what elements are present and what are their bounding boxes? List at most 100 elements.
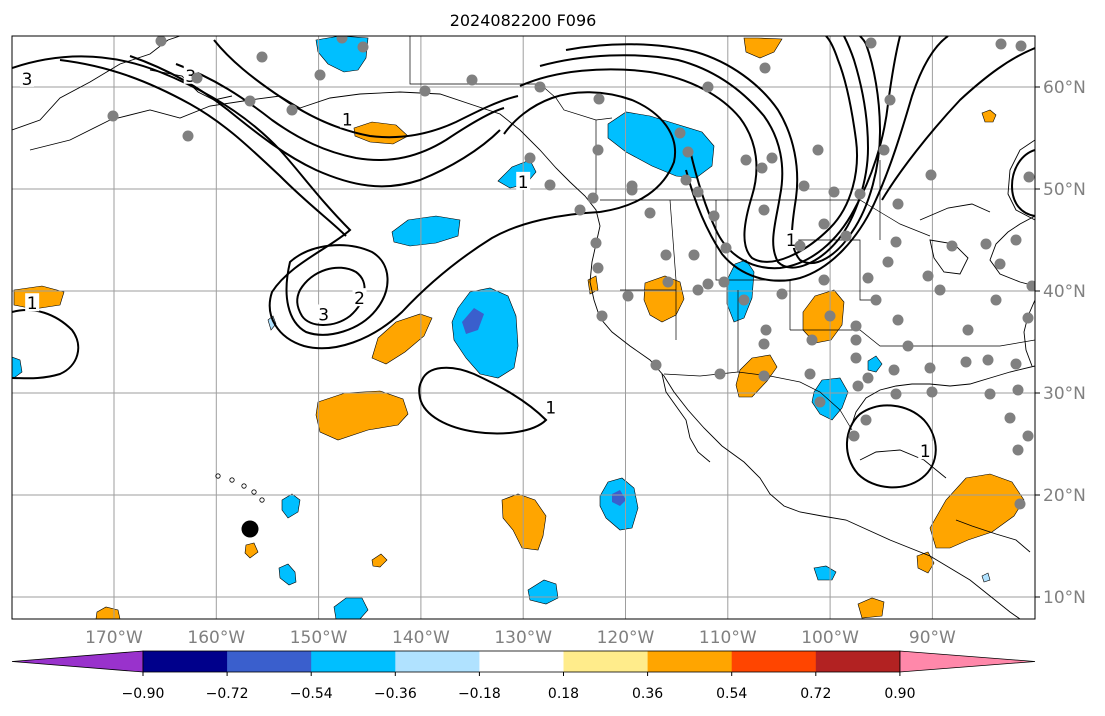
contour-line [845, 404, 937, 489]
station-marker [925, 169, 937, 181]
station-marker [982, 354, 994, 366]
coastline [1023, 299, 1035, 367]
station-marker [688, 249, 700, 261]
contour-label: 1 [342, 111, 353, 131]
station-marker [466, 74, 478, 86]
station-marker [256, 51, 268, 63]
station-marker [804, 368, 816, 380]
station-marker [884, 94, 896, 106]
contour-line [59, 59, 347, 237]
colorbar-segment [479, 651, 564, 672]
station-marker [1014, 498, 1026, 510]
colorbar-segment [227, 651, 312, 672]
station-marker [862, 372, 874, 384]
station-marker [758, 370, 770, 382]
station-marker [1012, 444, 1024, 456]
contour-label-gap [316, 304, 331, 323]
contour-label-gap [543, 397, 558, 416]
anomaly-region [333, 597, 369, 619]
anomaly-region [743, 37, 783, 59]
contour-line [12, 309, 80, 380]
station-markers [107, 36, 1035, 510]
station-marker [892, 314, 904, 326]
station-marker [714, 368, 726, 380]
colorbar-tick-label: 0.36 [632, 686, 663, 702]
colorbar-tick-labels: −0.90 −0.72 −0.54 −0.36 −0.18 0.18 0.36 0.54 0.7… [122, 672, 915, 702]
station-marker [980, 238, 992, 250]
contour-label-gap [918, 441, 933, 460]
station-marker [286, 104, 298, 116]
contour-labels: 3 3 1 1 3 2 1 1 1 1 [20, 65, 933, 462]
longitude-label: 150°W [290, 628, 348, 648]
coastline [1007, 139, 1035, 221]
island [259, 497, 265, 503]
station-marker [994, 258, 1006, 270]
anomaly-region [527, 579, 559, 605]
contour-label-gap [784, 230, 799, 248]
station-marker [644, 207, 656, 219]
station-marker [840, 230, 852, 242]
coastline [919, 203, 991, 221]
colorbar-frame [142, 650, 901, 673]
contour-label-gap [516, 171, 531, 190]
station-marker [760, 324, 772, 336]
political-border [663, 371, 853, 431]
anomaly-region [391, 215, 461, 247]
station-marker [1010, 234, 1022, 246]
latitude-label: 50°N [1043, 180, 1086, 200]
station-marker [776, 288, 788, 300]
station-marker [934, 284, 946, 296]
colorbar-tick-label: −0.18 [458, 686, 501, 702]
station-marker [902, 340, 914, 352]
coastline [849, 365, 1035, 431]
colorbar-segment [311, 651, 396, 672]
station-marker [1004, 412, 1016, 424]
contour-label-gap [25, 293, 40, 312]
station-marker [962, 324, 974, 336]
station-marker [596, 310, 608, 322]
station-marker [812, 144, 824, 156]
station-marker [182, 130, 194, 142]
anomaly-region [281, 493, 301, 519]
station-marker [660, 249, 672, 261]
station-marker [692, 284, 704, 296]
anomaly-region [371, 553, 388, 568]
station-marker [107, 110, 119, 122]
contour-line [519, 36, 858, 263]
colorbar-segment [563, 651, 649, 672]
longitude-label: 160°W [187, 628, 245, 648]
anomaly-region [981, 572, 991, 583]
station-marker [680, 174, 692, 186]
station-marker [1015, 40, 1027, 52]
station-marker [870, 294, 882, 306]
station-marker [798, 180, 810, 192]
contour-line [881, 47, 1035, 201]
station-marker [702, 81, 714, 93]
station-marker [828, 186, 840, 198]
station-marker [1026, 280, 1035, 292]
colorbar-over-extension [899, 650, 1036, 673]
anomaly-region [451, 287, 519, 379]
colorbar-tick-label: −0.54 [290, 686, 333, 702]
station-marker [890, 236, 902, 248]
anomaly-region [735, 354, 778, 398]
station-marker [854, 188, 866, 200]
contour-line [565, 36, 882, 265]
contour-line [503, 91, 677, 213]
political-border [669, 199, 677, 340]
latitude-label: 40°N [1043, 282, 1086, 302]
coastline [299, 91, 1021, 619]
station-marker [946, 240, 958, 252]
political-border [790, 239, 880, 301]
latitude-label: 20°N [1043, 486, 1086, 506]
station-marker [1022, 312, 1034, 324]
political-border [600, 199, 931, 237]
station-marker [244, 95, 256, 107]
station-marker [155, 36, 167, 47]
contour-label: 3 [318, 305, 329, 325]
station-marker [852, 380, 864, 392]
anomaly-core [462, 308, 484, 334]
longitude-label: 90°W [909, 628, 956, 648]
station-marker [850, 320, 862, 332]
station-marker [758, 204, 770, 216]
